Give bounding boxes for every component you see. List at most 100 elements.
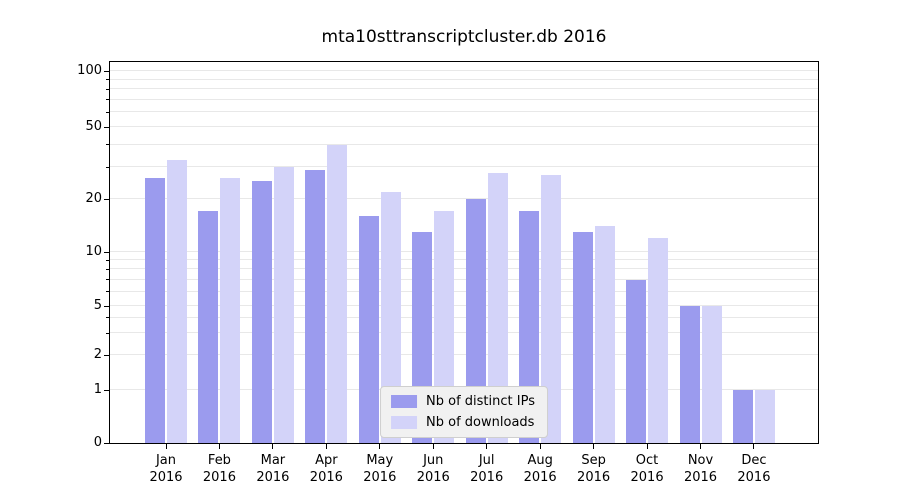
bar-downloads-sep (594, 226, 615, 443)
bar-distinct-ips-nov (679, 306, 700, 443)
gridline (110, 268, 818, 270)
x-tick-mark (165, 444, 167, 449)
y-tick-label: 2 (93, 347, 102, 362)
x-tick-mark (272, 444, 274, 449)
bar-distinct-ips-dec (732, 390, 753, 443)
x-tick-mark (753, 444, 755, 449)
y-tick-label: 1 (93, 382, 102, 397)
x-tick-year: 2016 (149, 470, 183, 485)
bar-distinct-ips-may (358, 216, 379, 443)
gridline (110, 111, 818, 113)
legend-item-downloads: Nb of downloads (391, 415, 535, 430)
y-tick-label: 20 (85, 191, 102, 206)
x-tick-mark (539, 444, 541, 449)
legend-label-downloads: Nb of downloads (426, 415, 535, 430)
x-tick-year: 2016 (470, 470, 504, 485)
x-tick-year: 2016 (683, 470, 718, 485)
x-tick-label-feb: Feb 2016 (187, 452, 251, 486)
x-tick-month: Mar (260, 453, 286, 468)
gridline (110, 305, 818, 306)
gridline (110, 290, 818, 292)
x-tick-year: 2016 (737, 470, 771, 485)
legend-swatch-downloads (391, 416, 418, 429)
y-tick-mark (104, 389, 110, 391)
bar-distinct-ips-apr (305, 169, 326, 443)
y-minor-tick-mark (106, 317, 110, 319)
y-minor-tick-mark (106, 279, 110, 281)
y-tick-label: 0 (93, 435, 102, 450)
gridline (110, 251, 818, 252)
y-tick-mark (104, 70, 110, 72)
x-tick-month: Jun (423, 453, 444, 468)
x-tick-month: Dec (741, 453, 767, 468)
x-tick-label-jun: Jun 2016 (401, 452, 465, 486)
y-minor-tick-mark (106, 291, 110, 293)
x-tick-label-aug: Aug 2016 (508, 452, 572, 486)
y-tick-mark (104, 305, 110, 307)
gridline (110, 126, 818, 127)
y-minor-tick-mark (106, 88, 110, 90)
x-tick-month: Apr (315, 453, 338, 468)
bar-distinct-ips-sep (572, 231, 593, 443)
x-tick-year: 2016 (416, 470, 450, 485)
gridline (110, 70, 818, 71)
x-tick-mark (646, 444, 648, 449)
y-minor-tick-mark (106, 111, 110, 113)
x-tick-label-sep: Sep 2016 (562, 452, 626, 486)
gridline (110, 143, 818, 145)
x-tick-mark (486, 444, 488, 449)
legend-label-distinct-ips: Nb of distinct IPs (426, 394, 535, 409)
chart-title: mta10sttranscriptcluster.db 2016 (321, 27, 607, 47)
y-tick-label: 10 (85, 244, 102, 259)
x-tick-month: Aug (527, 453, 553, 468)
x-tick-label-jan: Jan 2016 (134, 452, 198, 486)
bar-downloads-jul (487, 172, 508, 443)
bar-distinct-ips-mar (251, 181, 272, 443)
x-tick-month: Jul (478, 453, 495, 468)
x-tick-mark (593, 444, 595, 449)
x-tick-year: 2016 (577, 470, 611, 485)
bar-distinct-ips-jan (145, 178, 165, 443)
gridline (110, 354, 818, 355)
bar-downloads-feb (220, 178, 241, 443)
x-tick-mark (379, 444, 381, 449)
x-tick-month: Sep (581, 453, 606, 468)
y-tick-label: 50 (85, 119, 102, 134)
bar-distinct-ips-jul (465, 199, 486, 443)
y-minor-tick-mark (106, 268, 110, 270)
bar-downloads-may (380, 191, 401, 443)
bar-downloads-jan (167, 159, 187, 443)
x-tick-label-mar: Mar 2016 (241, 452, 305, 486)
x-tick-label-dec: Dec 2016 (722, 452, 786, 486)
legend: Nb of distinct IPs Nb of downloads (380, 386, 548, 438)
y-tick-mark (104, 251, 110, 253)
gridline (110, 278, 818, 280)
y-tick-mark (104, 198, 110, 200)
x-tick-month: Feb (207, 453, 231, 468)
x-tick-mark (432, 444, 434, 449)
x-tick-label-oct: Oct 2016 (615, 452, 679, 486)
gridline (110, 332, 818, 334)
x-tick-label-jul: Jul 2016 (455, 452, 519, 486)
y-tick-mark (104, 354, 110, 356)
x-tick-mark (218, 444, 220, 449)
bar-downloads-aug (541, 175, 562, 443)
gridline (110, 198, 818, 199)
bar-downloads-mar (273, 167, 294, 443)
x-tick-month: Oct (635, 453, 659, 468)
y-tick-label: 5 (93, 298, 102, 313)
bar-distinct-ips-aug (519, 211, 540, 443)
gridline (110, 166, 818, 168)
x-tick-label-may: May 2016 (348, 452, 412, 486)
bar-downloads-jun (434, 211, 455, 443)
x-tick-month: May (366, 453, 394, 468)
x-tick-year: 2016 (523, 470, 557, 485)
gridline (110, 316, 818, 318)
y-minor-tick-mark (106, 166, 110, 168)
gridline (110, 78, 818, 80)
bar-distinct-ips-feb (198, 211, 219, 443)
x-tick-label-apr: Apr 2016 (294, 452, 358, 486)
bar-downloads-dec (754, 390, 775, 443)
legend-swatch-distinct-ips (391, 395, 418, 408)
x-tick-label-nov: Nov 2016 (669, 452, 733, 486)
